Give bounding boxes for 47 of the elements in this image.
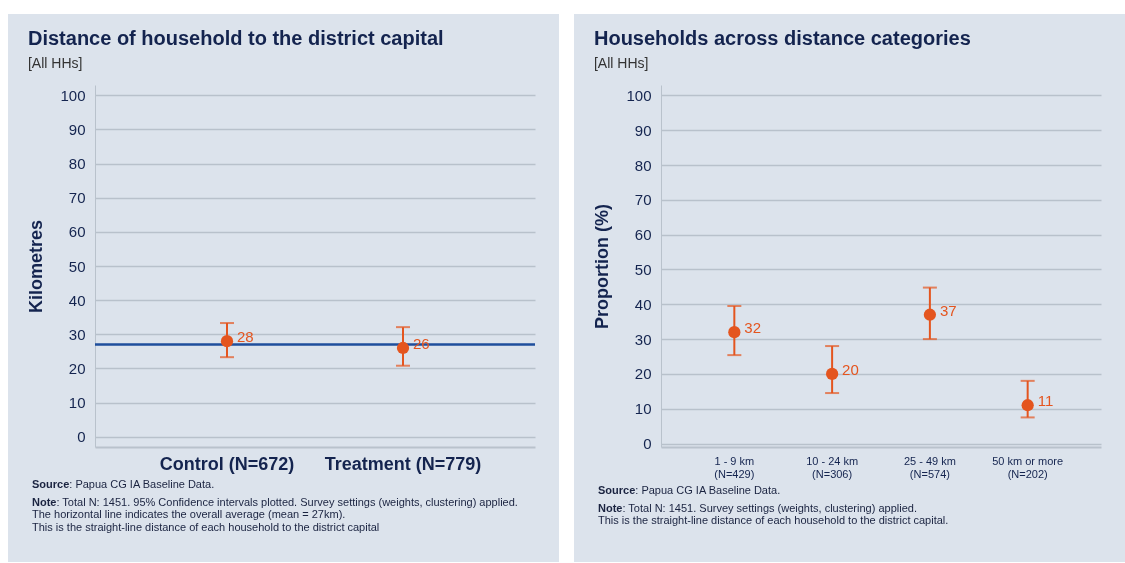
y-tick-label: 80 — [634, 156, 652, 174]
x-tick-label: 1 - 9 km (N=429) — [714, 454, 755, 480]
y-tick-label: 10 — [634, 400, 652, 418]
data-label: 32 — [744, 319, 762, 337]
y-tick-label: 20 — [634, 365, 652, 383]
data-label: 20 — [842, 360, 859, 378]
text: Note: Total N: 1451. Survey settings (weights, clustering) applied. This is the straight-line distance of each household to the district capital. — [598, 501, 950, 527]
chart-subtitle: [All HHs] — [27, 55, 83, 71]
y-tick-label: 50 — [634, 260, 652, 278]
point — [1021, 399, 1034, 412]
y-tick-label: 70 — [634, 191, 652, 209]
y-tick-label: 60 — [634, 226, 652, 244]
y-tick-label: 0 — [643, 435, 652, 453]
y-tick-label: 50 — [68, 257, 86, 275]
y-tick-label: 20 — [68, 359, 86, 377]
chart-title: Distance of household to the district capital — [27, 27, 444, 49]
y-tick-label: 90 — [68, 120, 86, 138]
y-tick-label: 100 — [626, 86, 652, 104]
y-tick-label: 70 — [68, 189, 86, 207]
data-label: 11 — [1037, 392, 1054, 410]
y-tick-label: 40 — [634, 295, 652, 313]
y-tick-label: 10 — [68, 394, 86, 412]
x-tick-label: 50 km or more (N=202) — [992, 454, 1064, 480]
y-tick-label: 30 — [634, 330, 652, 348]
x-tick-label: 25 - 49 km (N=574) — [903, 454, 956, 480]
y-tick-label: 0 — [77, 428, 86, 446]
y-tick-label: 80 — [68, 155, 86, 173]
y-axis-title: Proportion (%) — [592, 204, 613, 329]
y-tick-label: 100 — [60, 86, 86, 104]
x-tick-label: 10 - 24 km (N=306) — [806, 454, 859, 480]
point — [825, 367, 839, 381]
y-axis-title: Kilometres — [26, 219, 47, 314]
y-tick-label: 60 — [68, 223, 86, 241]
x-tick-label: Treatment (N=779) — [324, 453, 482, 474]
point — [728, 326, 741, 339]
data-label: 28 — [237, 328, 254, 346]
source-note: Source: Papua CG IA Baseline Data. — [598, 484, 782, 497]
y-tick-label: 30 — [68, 325, 86, 343]
y-tick-label: 40 — [68, 291, 86, 309]
source-note: Source: Papua CG IA Baseline Data. — [32, 478, 216, 491]
data-label: 37 — [939, 301, 957, 319]
chart-title: Households across distance categories — [593, 27, 971, 49]
text: Note: Total N: 1451. 95% Confidence intervals plotted. Survey settings (weights, clustering) applied. The horizontal line indicates the overall average (mean = 27km). This is the straight-line distance of each household to the district capital — [32, 495, 519, 534]
y-tick-label: 90 — [634, 121, 652, 139]
chart-subtitle: [All HHs] — [593, 55, 649, 71]
x-tick-label: Control (N=672) — [159, 453, 295, 474]
point — [923, 308, 937, 321]
